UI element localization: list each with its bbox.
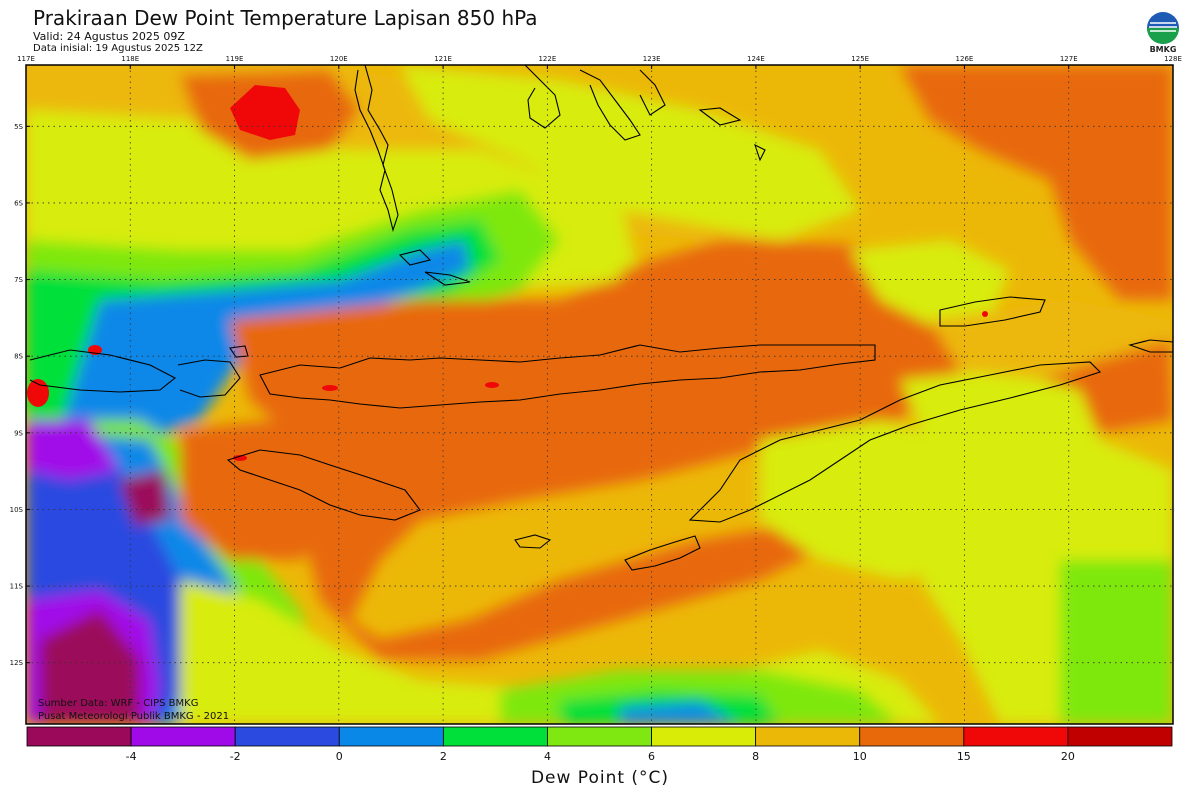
- logo-text: BMKG: [1149, 45, 1177, 54]
- colorbar-bin: [1067, 726, 1173, 747]
- valid-time: Valid: 24 Agustus 2025 09Z: [33, 30, 185, 43]
- lon-label: 122E: [538, 55, 556, 63]
- initial-time: Data inisial: 19 Agustus 2025 12Z: [33, 43, 203, 54]
- lat-label: 11S: [10, 583, 24, 591]
- lon-label: 121E: [434, 55, 452, 63]
- colorbar-bin: [234, 726, 340, 747]
- lon-label: 123E: [643, 55, 661, 63]
- colorbar-bin: [547, 726, 652, 747]
- publisher: Pusat Meteorologi Publik BMKG - 2021: [38, 711, 230, 722]
- lat-label: 6S: [14, 199, 23, 207]
- lon-label: 126E: [956, 55, 974, 63]
- lat-label: 8S: [14, 353, 23, 361]
- map-title: Prakiraan Dew Point Temperature Lapisan …: [33, 6, 538, 30]
- lat-label: 5S: [14, 123, 23, 131]
- lon-label: 128E: [1164, 55, 1182, 63]
- colorbar-bin: [859, 726, 965, 747]
- colorbar-bin: [755, 726, 861, 747]
- lon-label: 127E: [1060, 55, 1078, 63]
- colorbar-label: -4: [126, 750, 137, 763]
- colorbar: -4 -2 0 2 4 6 8 10 15 20: [26, 726, 1173, 763]
- lat-label: 7S: [14, 276, 23, 284]
- data-source: Sumber Data: WRF - CIPS BMKG: [38, 698, 199, 709]
- lat-label: 12S: [10, 659, 24, 667]
- colorbar-bin: [963, 726, 1069, 747]
- lat-label: 9S: [14, 429, 23, 437]
- colorbar-label: 20: [1061, 750, 1075, 763]
- lon-label: 120E: [330, 55, 348, 63]
- colorbar-title: Dew Point (°C): [530, 768, 670, 788]
- colorbar-bin: [26, 726, 132, 747]
- colorbar-bin: [651, 726, 757, 747]
- coastlines: [29, 65, 1173, 571]
- colorbar-label: 10: [853, 750, 867, 763]
- dewpoint-field: [26, 65, 1173, 724]
- lon-label: 118E: [121, 55, 139, 63]
- colorbar-bin: [442, 726, 548, 747]
- colorbar-bin: [130, 726, 236, 747]
- lon-label: 117E: [17, 55, 35, 63]
- colorbar-label: 2: [440, 750, 447, 763]
- lon-label: 125E: [851, 55, 869, 63]
- colorbar-label: 15: [957, 750, 971, 763]
- lat-label: 10S: [10, 506, 24, 514]
- colorbar-label: 6: [648, 750, 655, 763]
- map-frame: [25, 64, 1174, 725]
- colorbar-label: 8: [752, 750, 759, 763]
- lon-label: 119E: [226, 55, 244, 63]
- latitude-labels: 5S 6S 7S 8S 9S 10S 11S 12S: [10, 123, 24, 667]
- colorbar-label: 0: [336, 750, 343, 763]
- colorbar-label: 4: [544, 750, 551, 763]
- colorbar-bin: [338, 726, 444, 747]
- longitude-labels: 117E 118E 119E 120E 121E 122E 123E 124E 125E 126E…: [17, 55, 1182, 63]
- bmkg-logo-icon: [1147, 12, 1179, 44]
- lon-label: 124E: [747, 55, 765, 63]
- colorbar-label: -2: [230, 750, 241, 763]
